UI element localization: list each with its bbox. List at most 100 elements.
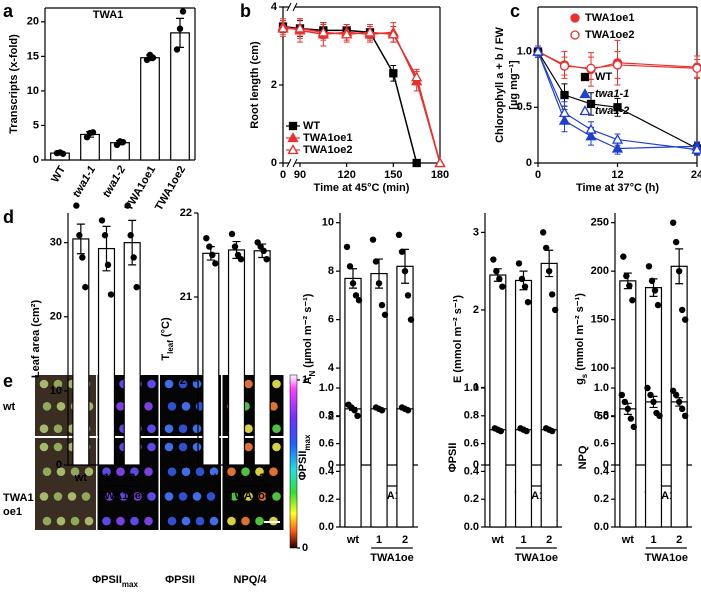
seedling (209, 516, 219, 526)
bar (370, 408, 388, 528)
marker (585, 123, 597, 134)
seedling (258, 492, 267, 501)
data-point (82, 283, 89, 291)
data-point (645, 263, 653, 270)
axis-break-gap (289, 161, 295, 165)
data-point (627, 415, 635, 422)
seedling (147, 442, 156, 452)
marker (412, 158, 421, 168)
row-label: wt (2, 401, 16, 413)
y-axis-label: Transcripts (x-fold) (8, 34, 20, 134)
y-tick-label: 0.2 (464, 493, 479, 505)
x-tick-label: wt (491, 534, 505, 546)
bar (396, 408, 414, 528)
row-label-line: oe1 (3, 506, 22, 518)
data-point (76, 232, 83, 239)
y-tick-label: 1 (473, 381, 479, 393)
y-axis-label-line: [µg mg⁻¹] (508, 60, 520, 110)
data-point (130, 254, 137, 261)
bar (227, 249, 246, 466)
y-axis-label-part: T (160, 354, 172, 361)
data-point (104, 261, 112, 269)
marker (277, 22, 289, 33)
data-point (381, 311, 389, 318)
data-point (681, 316, 689, 323)
seedling (227, 516, 236, 526)
y-tick-label: 20 (180, 375, 192, 387)
x-tick-label: 2 (129, 472, 135, 484)
seedling (227, 467, 236, 477)
seedling (230, 492, 239, 501)
y-tick-label: 0 (33, 154, 39, 166)
seedling (147, 424, 156, 433)
data-point (369, 236, 377, 243)
marker (294, 22, 306, 33)
seedling (116, 467, 125, 477)
bar (344, 408, 362, 528)
x-axis-label: Time at 37°C (h) (576, 182, 659, 194)
x-tick-label: 2 (676, 534, 682, 546)
y-tick-label: 8 (328, 265, 334, 277)
seedling (42, 467, 52, 477)
y-tick-label: 0.8 (464, 410, 479, 422)
data-point (119, 138, 127, 146)
data-point (355, 297, 363, 304)
seedling (206, 492, 216, 501)
legend-label: WT (595, 71, 612, 83)
legend-marker (579, 105, 591, 116)
seedling (269, 402, 278, 411)
seedling (192, 379, 202, 389)
seedling (56, 516, 66, 526)
column-label: ΦPSIImax (92, 574, 138, 589)
data-point (672, 391, 680, 399)
y-tick-label: 0.0 (464, 521, 479, 533)
seedling (84, 516, 94, 526)
data-point (650, 398, 657, 406)
axis-break (286, 158, 298, 168)
x-tick-label: wt (621, 534, 635, 546)
bar (140, 57, 160, 161)
data-point (237, 256, 245, 263)
seedling (167, 467, 177, 477)
x-tick-label: 2 (259, 472, 265, 484)
marker (389, 69, 398, 78)
y-tick-label: 0.2 (319, 493, 334, 505)
seedling (39, 442, 49, 452)
data-point (626, 282, 633, 289)
seedling (144, 402, 153, 411)
y-tick-label: 1.0 (517, 45, 532, 57)
data-point (545, 267, 553, 275)
y-axis-label-part: leaf (166, 340, 175, 354)
panel-letter: c (510, 1, 520, 21)
seedling (130, 467, 139, 477)
x-tick-label: twa1-2 (101, 164, 129, 200)
seedling (130, 516, 139, 526)
data-point (524, 298, 532, 306)
x-tick-label: 0 (280, 169, 286, 181)
y-tick-label: 0.6 (464, 438, 479, 450)
seedling (272, 442, 281, 452)
seedling (147, 492, 156, 501)
seedling (53, 379, 63, 389)
x-tick-label: 150 (384, 169, 402, 181)
data-point (203, 235, 210, 242)
y-tick-label: 20 (27, 16, 39, 28)
data-point (378, 407, 386, 414)
data-point (375, 280, 383, 287)
marker (560, 90, 569, 100)
data-point (518, 275, 526, 283)
data-point (149, 54, 157, 61)
seedling (244, 492, 253, 501)
y-axis-label: ΦPSII (447, 443, 459, 473)
data-point (493, 267, 500, 275)
y-tick-label: 2 (271, 79, 277, 91)
data-point (624, 405, 632, 413)
y-axis-label-part: s (580, 373, 589, 378)
data-point (260, 247, 267, 254)
bar (202, 252, 220, 466)
marker (317, 26, 329, 37)
seedling (181, 467, 191, 477)
seedling (272, 492, 281, 501)
legend-label: twa1-2 (595, 105, 629, 117)
